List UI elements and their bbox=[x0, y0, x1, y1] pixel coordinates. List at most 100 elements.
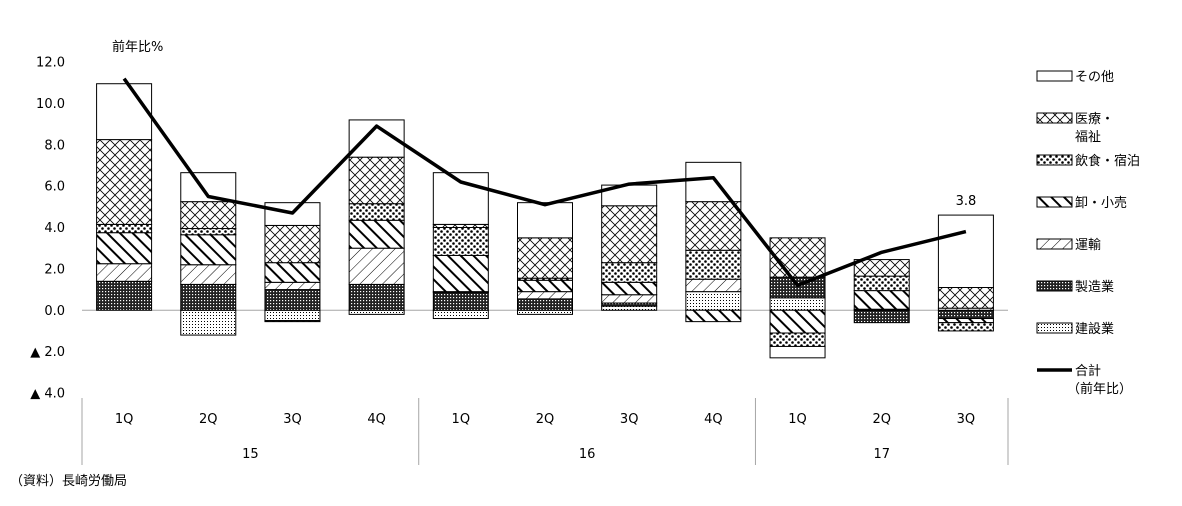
bar-segment bbox=[769, 332, 826, 347]
bar-segment bbox=[853, 309, 910, 324]
bar-segment bbox=[685, 161, 742, 203]
bar-segment bbox=[601, 305, 658, 311]
bar-segment bbox=[264, 262, 321, 283]
x-tick-label: 1Q bbox=[115, 412, 134, 427]
bar-segment bbox=[769, 297, 826, 311]
data-label: 3.8 bbox=[956, 194, 977, 209]
x-tick-label: 3Q bbox=[957, 412, 976, 427]
bar-segment bbox=[601, 281, 658, 296]
bar-segment bbox=[853, 259, 910, 277]
bar-segment bbox=[96, 83, 153, 141]
bar-segment bbox=[348, 203, 405, 221]
bar-segment bbox=[432, 254, 489, 293]
y-axis-label: 前年比% bbox=[112, 39, 163, 55]
year-label: 17 bbox=[873, 447, 890, 462]
legend-label: 建設業 bbox=[1075, 321, 1114, 337]
bar-segment bbox=[264, 309, 321, 322]
bar-segment bbox=[96, 139, 153, 225]
y-tick-label: 12.0 bbox=[36, 56, 65, 71]
y-tick-label: ▲ 2.0 bbox=[30, 345, 65, 360]
year-label: 16 bbox=[579, 447, 596, 462]
legend-swatch bbox=[1036, 196, 1073, 208]
bar-segment bbox=[517, 309, 573, 315]
legend-swatch bbox=[1036, 322, 1073, 334]
x-tick-label: 2Q bbox=[536, 412, 555, 427]
bar-segment bbox=[180, 234, 237, 266]
bar-segment bbox=[348, 219, 405, 249]
bar-segment bbox=[685, 201, 742, 251]
bar-segment bbox=[769, 309, 826, 334]
bar-segment bbox=[432, 172, 489, 225]
bar-segment bbox=[517, 202, 573, 239]
bar-segment bbox=[264, 320, 321, 323]
bar-segment bbox=[180, 264, 237, 285]
bar-segment bbox=[685, 249, 742, 280]
y-axis: 12.0 10.0 8.0 6.0 4.0 2.0 0.0 ▲ 2.0 ▲ 4.0 bbox=[30, 56, 65, 402]
bar-segment bbox=[432, 292, 489, 311]
y-tick-label: 8.0 bbox=[44, 138, 65, 153]
bar-segment bbox=[180, 309, 237, 336]
legend-label: 医療・ bbox=[1075, 112, 1114, 127]
bar-segment bbox=[517, 237, 573, 279]
bar-segment bbox=[685, 291, 742, 311]
bar-segment bbox=[853, 290, 910, 310]
y-tick-label: ▲ 4.0 bbox=[30, 387, 65, 402]
bar-segment bbox=[180, 228, 237, 236]
y-tick-label: 10.0 bbox=[36, 97, 65, 112]
bar-segment bbox=[180, 172, 237, 203]
bar-segment bbox=[96, 280, 153, 311]
legend-label: 卸・小売 bbox=[1075, 195, 1127, 211]
legend-label: 合計 bbox=[1075, 363, 1101, 379]
bar-segment bbox=[769, 345, 826, 359]
bar-segment bbox=[432, 227, 489, 256]
bar-segment bbox=[937, 286, 994, 309]
bar-segment bbox=[601, 262, 658, 283]
year-label: 15 bbox=[242, 447, 259, 462]
legend-swatch bbox=[1036, 154, 1073, 166]
source-note: （資料）長崎労働局 bbox=[10, 474, 127, 489]
legend-swatch bbox=[1036, 70, 1073, 82]
x-tick-label: 1Q bbox=[788, 412, 807, 427]
y-tick-label: 6.0 bbox=[44, 180, 65, 195]
y-tick-label: 2.0 bbox=[44, 262, 65, 277]
bar-segment bbox=[348, 283, 405, 311]
bar-segment bbox=[180, 283, 237, 311]
bar-segment bbox=[685, 278, 742, 293]
bar-segment bbox=[937, 309, 994, 320]
chart-frame: 12.0 10.0 8.0 6.0 4.0 2.0 0.0 ▲ 2.0 ▲ 4.0 前年比% 3… bbox=[5, 5, 1175, 501]
legend-label: （前年比） bbox=[1067, 381, 1132, 397]
bar-segment bbox=[601, 205, 658, 264]
legend-swatch bbox=[1036, 280, 1073, 292]
bar-segment bbox=[937, 318, 994, 324]
y-tick-label: 0.0 bbox=[44, 304, 65, 319]
bar-segment bbox=[348, 156, 405, 205]
bar-segment bbox=[601, 294, 658, 304]
x-tick-label: 3Q bbox=[283, 412, 302, 427]
bar-segment bbox=[769, 237, 826, 278]
bar-segment bbox=[96, 223, 153, 234]
legend-swatch bbox=[1036, 238, 1073, 250]
bar-segment bbox=[517, 279, 573, 293]
x-tick-label: 1Q bbox=[452, 412, 471, 427]
bar-segment bbox=[264, 224, 321, 264]
bar-segment bbox=[180, 201, 237, 230]
bar-segment bbox=[264, 281, 321, 291]
y-tick-label: 4.0 bbox=[44, 221, 65, 236]
legend-swatch bbox=[1036, 112, 1073, 124]
bar-segment bbox=[264, 289, 321, 311]
bar-segment bbox=[96, 232, 153, 265]
bar-segment bbox=[937, 214, 994, 288]
bar-stacks bbox=[96, 83, 994, 359]
bar-segment bbox=[685, 309, 742, 323]
x-axis: 1Q 2Q 3Q 4Q 1Q 2Q 3Q 4Q 1Q 2Q 3Q 15 16 17 bbox=[81, 398, 1009, 465]
x-tick-label: 2Q bbox=[199, 412, 218, 427]
legend-label: 飲食・宿泊 bbox=[1075, 153, 1140, 169]
bar-segment bbox=[348, 247, 405, 285]
legend-label: その他 bbox=[1075, 70, 1114, 85]
annotations: 3.8 bbox=[956, 194, 977, 209]
total-line bbox=[122, 77, 967, 288]
legend-label: 製造業 bbox=[1075, 279, 1114, 295]
x-tick-label: 4Q bbox=[367, 412, 386, 427]
bar-segment bbox=[432, 309, 489, 320]
